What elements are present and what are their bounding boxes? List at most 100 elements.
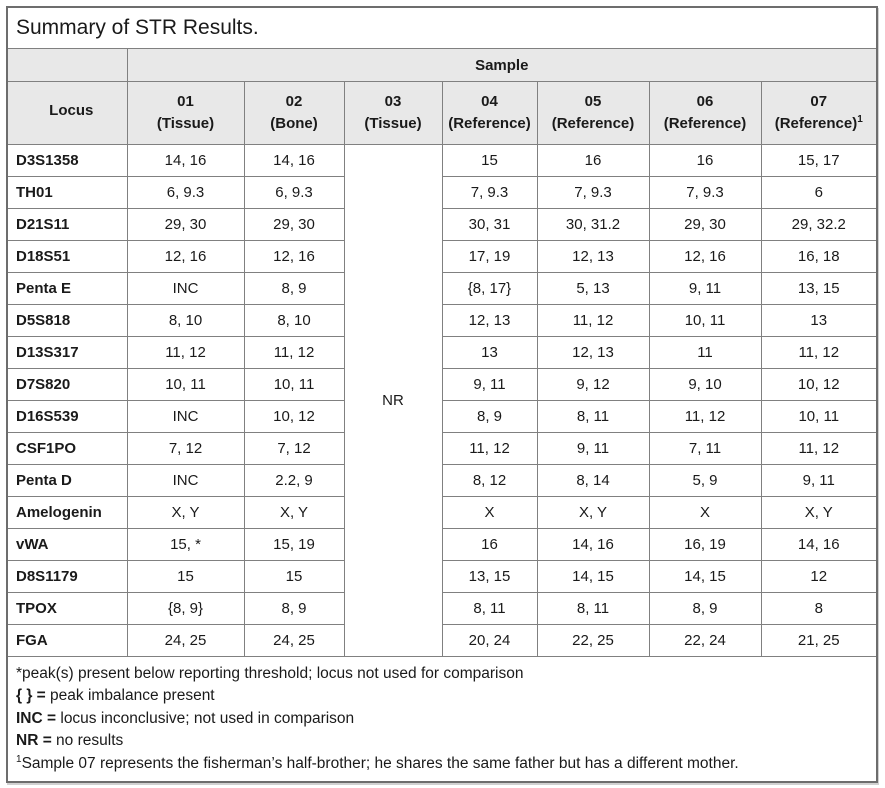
allele-cell: 7, 9.3: [441, 176, 538, 209]
table-row: D7S820 10, 11 10, 11 9, 11 9, 12 9, 10 10, 12: [6, 368, 878, 401]
allele-cell: 17, 19: [441, 240, 538, 273]
allele-cell: 14, 16: [126, 144, 245, 177]
footnote-text: peak imbalance present: [45, 687, 215, 705]
allele-cell: 29, 32.2: [760, 208, 878, 241]
allele-cell: 30, 31.2: [536, 208, 650, 241]
sample-number: 04: [481, 93, 498, 111]
locus-label: D18S51: [6, 240, 128, 273]
allele-cell: 21, 25: [760, 624, 878, 657]
allele-cell: 13: [441, 336, 538, 369]
allele-cell: 13, 15: [441, 560, 538, 593]
allele-cell: 7, 12: [126, 432, 245, 465]
str-results-table: Summary of STR Results. Sample Locus 01 (…: [6, 6, 878, 783]
allele-cell: 11, 12: [243, 336, 345, 369]
column-header-04: 04 (Reference): [441, 81, 538, 145]
table-title: Summary of STR Results.: [6, 6, 878, 49]
table-row: D13S317 11, 12 11, 12 13 12, 13 11 11, 12: [6, 336, 878, 369]
allele-cell: 8, 10: [126, 304, 245, 337]
footnote-line: *peak(s) present below reporting thresho…: [16, 663, 868, 686]
allele-cell: X, Y: [536, 496, 650, 529]
sample-header-row: Sample: [6, 48, 878, 82]
allele-cell: 24, 25: [243, 624, 345, 657]
column-header-05: 05 (Reference): [536, 81, 650, 145]
allele-cell: 10, 12: [760, 368, 878, 401]
allele-cell: {8, 17}: [441, 272, 538, 305]
column-header-row: Locus 01 (Tissue) 02 (Bone) 03 (Tissue) 04 (Ref…: [6, 81, 878, 145]
allele-cell: {8, 9}: [126, 592, 245, 625]
allele-cell: 11, 12: [126, 336, 245, 369]
allele-cell: 11, 12: [441, 432, 538, 465]
footnote-text: no results: [51, 732, 124, 750]
locus-label: FGA: [6, 624, 128, 657]
column-header-02: 02 (Bone): [243, 81, 345, 145]
sample-type: (Reference): [663, 115, 747, 132]
table-row: D8S1179 15 15 13, 15 14, 15 14, 15 12: [6, 560, 878, 593]
table-row: vWA 15, * 15, 19 16 14, 16 16, 19 14, 16: [6, 528, 878, 561]
table-row: TH01 6, 9.3 6, 9.3 7, 9.3 7, 9.3 7, 9.3 6: [6, 176, 878, 209]
allele-cell: 11, 12: [760, 336, 878, 369]
allele-cell: 12, 16: [126, 240, 245, 273]
locus-label: TH01: [6, 176, 128, 209]
locus-label: Penta E: [6, 272, 128, 305]
footnote-marker: 1: [857, 114, 863, 125]
allele-cell: 15, 19: [243, 528, 345, 561]
locus-column-header: Locus: [6, 81, 128, 145]
locus-label: Penta D: [6, 464, 128, 497]
table-row: Amelogenin X, Y X, Y X X, Y X X, Y: [6, 496, 878, 529]
title-row: Summary of STR Results.: [6, 6, 878, 49]
table-row: D3S1358 14, 16 14, 16 NR 15 16 16 15, 17: [6, 144, 878, 657]
allele-cell: 16: [536, 144, 650, 177]
locus-label: D5S818: [6, 304, 128, 337]
table-row: CSF1PO 7, 12 7, 12 11, 12 9, 11 7, 11 11, 12: [6, 432, 878, 465]
allele-cell: 20, 24: [441, 624, 538, 657]
column-header-06: 06 (Reference): [648, 81, 762, 145]
allele-cell: 14, 15: [648, 560, 762, 593]
allele-cell: 8, 11: [536, 400, 650, 433]
allele-cell: 8: [760, 592, 878, 625]
allele-cell: 6, 9.3: [243, 176, 345, 209]
column-header-03: 03 (Tissue): [343, 81, 443, 145]
allele-cell: 2.2, 9: [243, 464, 345, 497]
allele-cell: 24, 25: [126, 624, 245, 657]
allele-cell: 15, 17: [760, 144, 878, 177]
allele-cell: 8, 10: [243, 304, 345, 337]
footnote-text: Sample 07 represents the fisherman’s hal…: [21, 754, 739, 772]
allele-cell: 9, 11: [648, 272, 762, 305]
table-row: Penta E INC 8, 9 {8, 17} 5, 13 9, 11 13, 15: [6, 272, 878, 305]
sample-number: 05: [584, 93, 602, 111]
allele-cell: 8, 11: [441, 592, 538, 625]
allele-cell: 10, 12: [243, 400, 345, 433]
allele-cell: 5, 9: [648, 464, 762, 497]
sample-number: 02: [285, 93, 303, 111]
sample-type: (Bone): [270, 115, 318, 132]
allele-cell: X, Y: [243, 496, 345, 529]
nr-merged-cell: NR: [343, 144, 443, 657]
table-row: D21S11 29, 30 29, 30 30, 31 30, 31.2 29, 30 29…: [6, 208, 878, 241]
allele-cell: 14, 15: [536, 560, 650, 593]
allele-cell: 11, 12: [536, 304, 650, 337]
footnote-symbol: INC =: [16, 709, 57, 727]
allele-cell: 29, 30: [126, 208, 245, 241]
allele-cell: 9, 10: [648, 368, 762, 401]
allele-cell: 6, 9.3: [126, 176, 245, 209]
locus-label: Amelogenin: [6, 496, 128, 529]
allele-cell: 9, 12: [536, 368, 650, 401]
allele-cell: 13: [760, 304, 878, 337]
allele-cell: 15: [126, 560, 245, 593]
footnote-row: *peak(s) present below reporting thresho…: [6, 656, 878, 783]
allele-cell: 12, 13: [536, 336, 650, 369]
sample-number: 01: [177, 93, 194, 111]
allele-cell: 13, 15: [760, 272, 878, 305]
allele-cell: 22, 24: [648, 624, 762, 657]
footnote-marker: 1: [16, 753, 22, 765]
sample-number: 07: [810, 93, 828, 111]
locus-label: D3S1358: [6, 144, 128, 177]
allele-cell: 5, 13: [536, 272, 650, 305]
allele-cell: 11: [648, 336, 762, 369]
allele-cell: 15: [441, 144, 538, 177]
allele-cell: 29, 30: [648, 208, 762, 241]
allele-cell: 16: [441, 528, 538, 561]
allele-cell: X: [648, 496, 762, 529]
